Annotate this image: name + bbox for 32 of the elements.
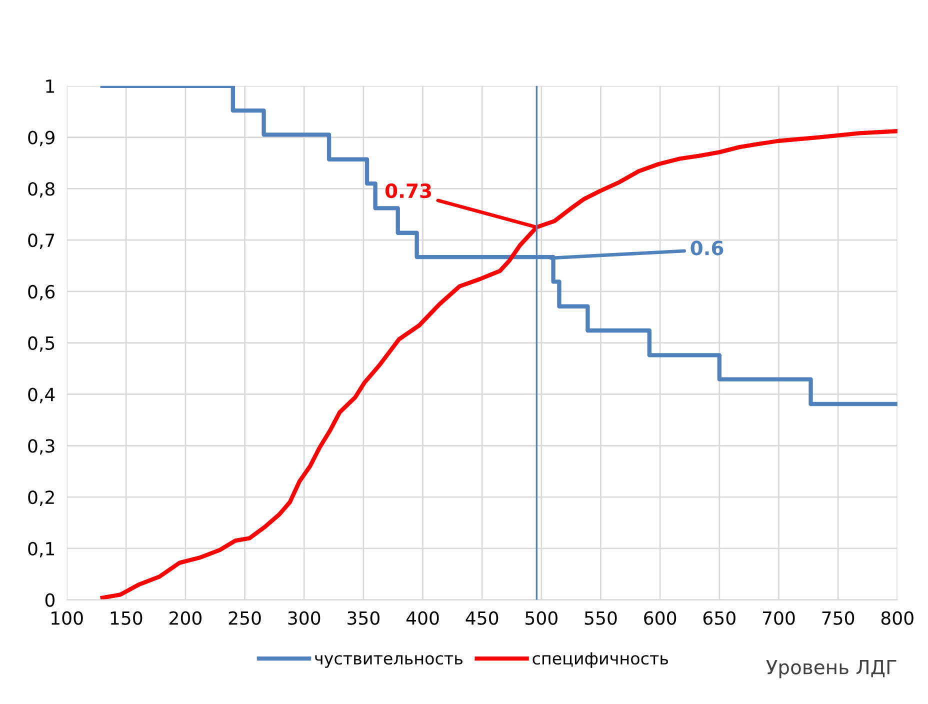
y-tick-label: 0,5 — [28, 336, 54, 352]
x-tick-label: 500 — [526, 611, 558, 625]
y-tick-label: 0,4 — [28, 388, 55, 404]
x-tick-label: 700 — [762, 611, 795, 625]
x-tick-label: 100 — [52, 611, 83, 625]
line-series — [100, 129, 898, 600]
x-tick-label: 450 — [466, 611, 498, 625]
legend-label: чуствительность — [315, 655, 462, 668]
y-tick-label: 0,8 — [28, 182, 54, 198]
x-tick-label: 650 — [703, 611, 736, 625]
x-tick-label: 350 — [348, 611, 380, 625]
x-tick-label: 550 — [584, 611, 617, 625]
y-tick-label: 0,3 — [28, 439, 54, 455]
y-tick-label: 0,6 — [28, 284, 55, 300]
y-tick-label: 0,9 — [28, 130, 54, 146]
x-tick-label: 300 — [288, 611, 320, 625]
annotation: 0.73 — [385, 183, 431, 198]
y-tick-label: 0 — [45, 593, 55, 607]
y-tick-label: 0,2 — [28, 490, 54, 506]
x-tick-label: 600 — [644, 611, 676, 625]
y-tick-label: 0,7 — [28, 234, 54, 250]
x-tick-label: 400 — [406, 611, 439, 625]
y-tick-label: 0,1 — [28, 542, 54, 558]
x-tick-label: 150 — [110, 611, 142, 625]
x-axis-title: Уровень ЛДГ — [766, 660, 896, 678]
legend-label: специфичность — [532, 652, 668, 668]
x-tick-label: 800 — [881, 611, 914, 625]
annotation: 0.6 — [690, 240, 724, 256]
x-tick-label: 200 — [170, 611, 202, 625]
x-tick-label: 250 — [228, 611, 261, 625]
y-tick-label: 1 — [46, 80, 54, 93]
x-tick-label: 750 — [822, 611, 854, 625]
